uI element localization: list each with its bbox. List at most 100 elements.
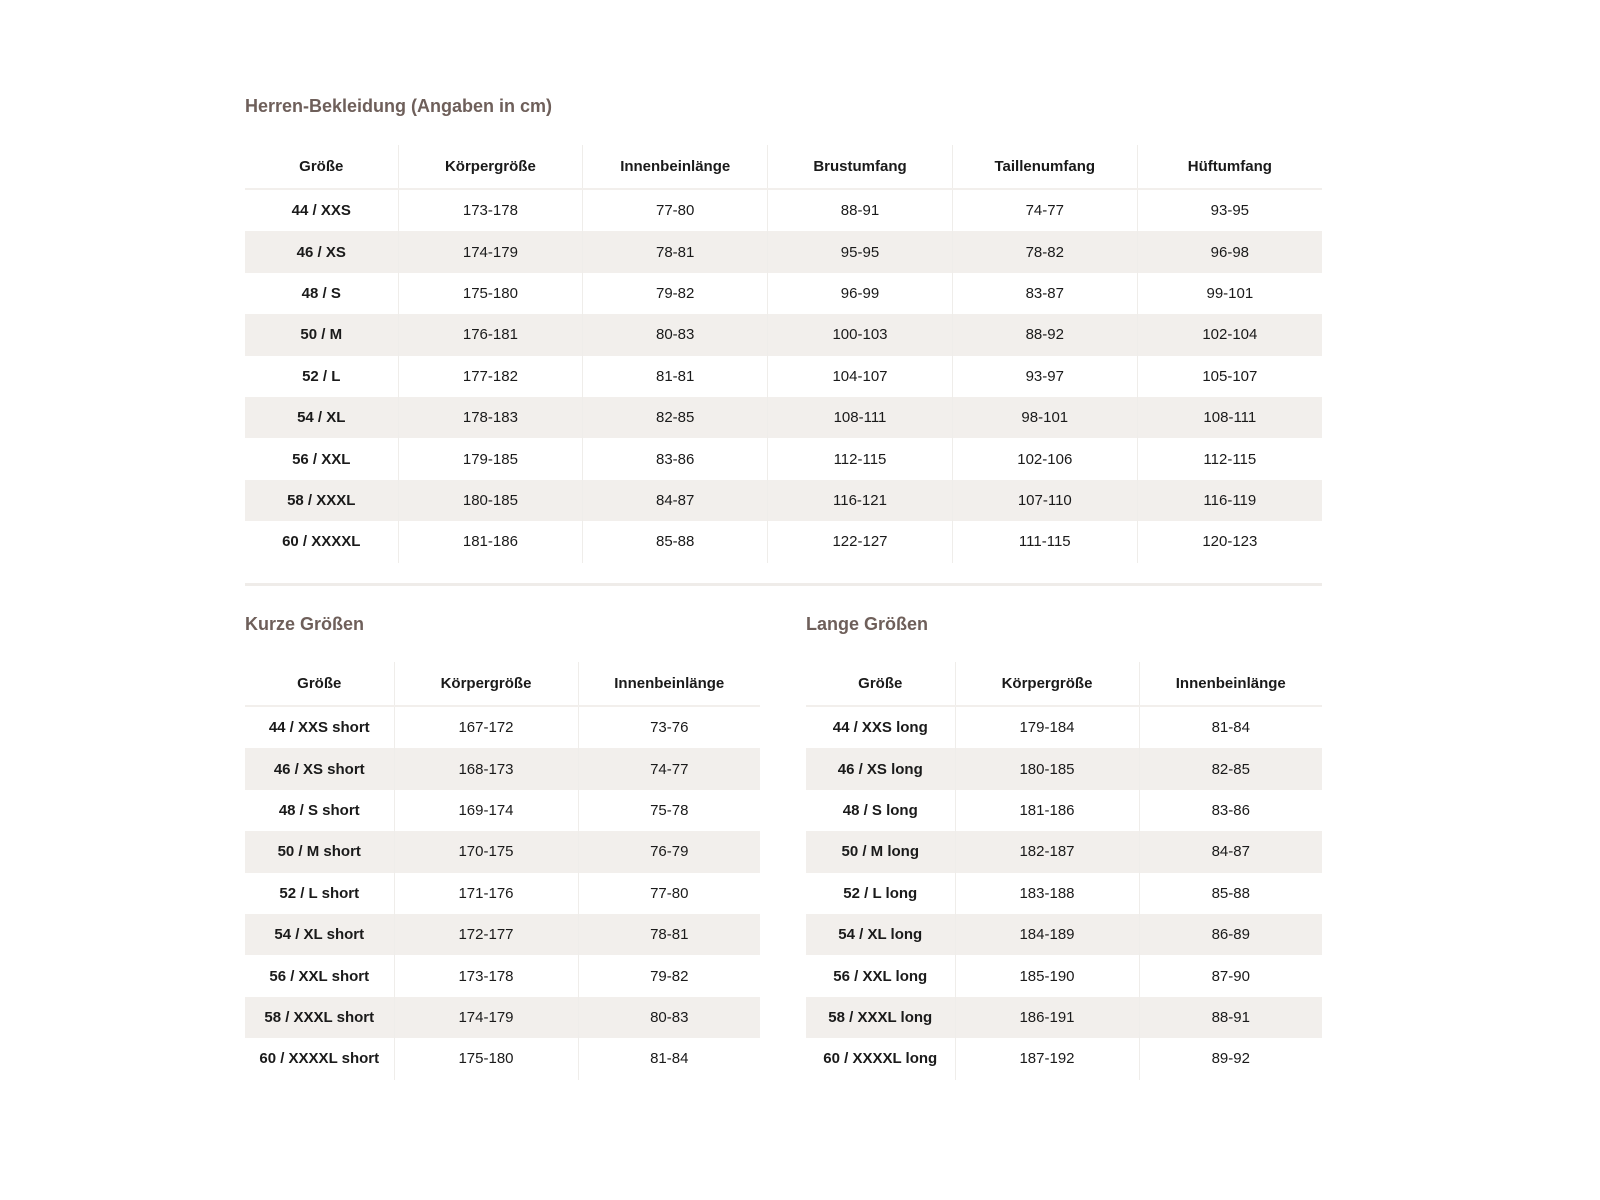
size-label-cell: 56 / XXL [292, 450, 351, 468]
measurement-cell: 120-123 [1136, 521, 1322, 563]
short-size-table: Größe Körpergröße Innenbeinlänge 44 / XXS s… [245, 662, 760, 1080]
size-label-cell: 52 / L [302, 367, 341, 385]
measurement-cell: 187-192 [954, 1038, 1139, 1080]
measurement-cell: 168-173 [393, 748, 578, 790]
column-header: Größe [806, 662, 955, 707]
column-header: Körpergröße [393, 662, 578, 707]
size-label-cell: 60 / XXXXL short [259, 1050, 380, 1068]
size-label-cell: 46 / XS long [806, 748, 955, 790]
measurement-cell: 185-190 [954, 955, 1139, 997]
measurement-cell: 74-77 [577, 748, 760, 790]
measurement-cell: 172-177 [393, 913, 578, 956]
measurement-cell: 80-83 [577, 996, 760, 1039]
measurement-cell: 180-185 [954, 748, 1139, 790]
measurement-cell: 171-176 [393, 872, 578, 914]
measurement-cell: 112-115 [1136, 438, 1322, 480]
table-row: 44 / XXS short 167-172 73-76 [245, 706, 760, 749]
measurement-cell: 81-81 [582, 355, 768, 397]
measurement-cell: 102-106 [951, 438, 1138, 480]
table-row: 50 / M long 182-187 84-87 [806, 831, 1322, 873]
measurement-cell: 116-119 [1136, 479, 1322, 522]
size-label-cell: 52 / L long [843, 884, 918, 902]
size-label-cell: 56 / XXL long [833, 967, 928, 985]
measurement-cell: 96-98 [1136, 231, 1322, 273]
measurement-cell: 83-86 [582, 438, 768, 480]
size-label-cell: 58 / XXXL [245, 479, 398, 522]
measurement-cell: 86-89 [1138, 913, 1322, 956]
measurement-cell: 108-111 [767, 396, 953, 439]
measurement-cell: 112-115 [767, 438, 953, 480]
header-row: Größe Körpergröße Innenbeinlänge [806, 662, 1322, 707]
measurement-cell: 78-81 [582, 231, 768, 273]
measurement-cell: 81-84 [577, 1038, 760, 1080]
measurement-cell: 116-121 [767, 479, 953, 522]
size-label-cell: 50 / M [245, 314, 398, 356]
main-size-table-title: Herren-Bekleidung (Angaben in cm) [245, 96, 553, 116]
measurement-cell: 122-127 [767, 521, 953, 563]
size-label-cell: 54 / XL long [806, 913, 955, 956]
size-label-cell: 44 / XXS long [832, 719, 928, 737]
size-label-cell: 54 / XL short [245, 913, 394, 956]
measurement-cell: 78-82 [951, 231, 1138, 273]
measurement-cell: 173-178 [397, 189, 583, 232]
column-header: Brustumfang [767, 145, 953, 190]
measurement-cell: 93-95 [1136, 189, 1322, 232]
measurement-cell: 169-174 [393, 789, 578, 832]
long-size-table: Größe Körpergröße Innenbeinlänge 44 / XXS l… [806, 662, 1322, 1080]
measurement-cell: 98-101 [951, 396, 1138, 439]
measurement-cell: 176-181 [397, 314, 583, 356]
measurement-cell: 81-84 [1138, 706, 1322, 749]
measurement-cell: 88-91 [1138, 996, 1322, 1039]
measurement-cell: 85-88 [1138, 872, 1322, 914]
measurement-cell: 181-186 [954, 789, 1139, 832]
measurement-cell: 111-115 [951, 521, 1138, 563]
measurement-cell: 177-182 [397, 355, 583, 397]
measurement-cell: 88-91 [767, 189, 953, 232]
measurement-cell: 79-82 [582, 272, 768, 315]
measurement-cell: 84-87 [582, 479, 768, 522]
table-row: 48 / S 175-180 79-82 96-99 83-87 99-101 [245, 272, 1322, 315]
size-label-cell: 54 / XL [245, 396, 398, 439]
table-row: 56 / XXL long 185-190 87-90 [806, 955, 1322, 997]
measurement-cell: 100-103 [767, 314, 953, 356]
table-row: 48 / S long 181-186 83-86 [806, 789, 1322, 832]
table-row: 52 / L short 171-176 77-80 [245, 872, 760, 914]
measurement-cell: 173-178 [393, 955, 578, 997]
measurement-cell: 174-179 [393, 996, 578, 1039]
measurement-cell: 77-80 [582, 189, 768, 232]
column-header: Körpergröße [397, 145, 583, 190]
column-header: Hüftumfang [1136, 145, 1322, 190]
table-row: 58 / XXXL 180-185 84-87 116-121 107-110 116-1… [245, 479, 1322, 522]
size-label-cell: 46 / XS [245, 231, 398, 273]
measurement-cell: 83-87 [951, 272, 1138, 315]
measurement-cell: 107-110 [951, 479, 1138, 522]
measurement-cell: 95-95 [767, 231, 953, 273]
measurement-cell: 82-85 [582, 396, 768, 439]
table-row: 46 / XS short 168-173 74-77 [245, 748, 760, 790]
header-row: Größe Körpergröße Innenbeinlänge Brustumfan… [245, 145, 1322, 190]
measurement-cell: 80-83 [582, 314, 768, 356]
measurement-cell: 85-88 [582, 521, 768, 563]
column-header: Größe [245, 145, 398, 190]
measurement-cell: 75-78 [577, 789, 760, 832]
size-label-cell: 44 / XXS short [268, 719, 370, 737]
size-label-cell: 58 / XXXL short [245, 996, 394, 1039]
main-size-table: Größe Körpergröße Innenbeinlänge Brustumfan… [245, 145, 1322, 563]
measurement-cell: 78-81 [577, 913, 760, 956]
table-row: 48 / S short 169-174 75-78 [245, 789, 760, 832]
measurement-cell: 102-104 [1136, 314, 1322, 356]
measurement-cell: 88-92 [951, 314, 1138, 356]
table-row: 60 / XXXXL short 175-180 81-84 [245, 1038, 760, 1080]
measurement-cell: 84-87 [1138, 831, 1322, 873]
size-label-cell: 52 / L short [279, 884, 360, 902]
size-label-cell: 50 / M short [245, 831, 394, 873]
size-label-cell: 58 / XXXL long [806, 996, 955, 1039]
measurement-cell: 89-92 [1138, 1038, 1322, 1080]
size-label-cell: 48 / S long [842, 801, 918, 819]
short-size-table-title: Kurze Größen [245, 614, 365, 634]
table-row: 54 / XL 178-183 82-85 108-111 98-101 108-111 [245, 396, 1322, 439]
measurement-cell: 83-86 [1138, 789, 1322, 832]
table-row: 44 / XXS 173-178 77-80 88-91 74-77 93-95 [245, 189, 1322, 232]
table-row: 52 / L 177-182 81-81 104-107 93-97 105-107 [245, 355, 1322, 397]
measurement-cell: 178-183 [397, 396, 583, 439]
